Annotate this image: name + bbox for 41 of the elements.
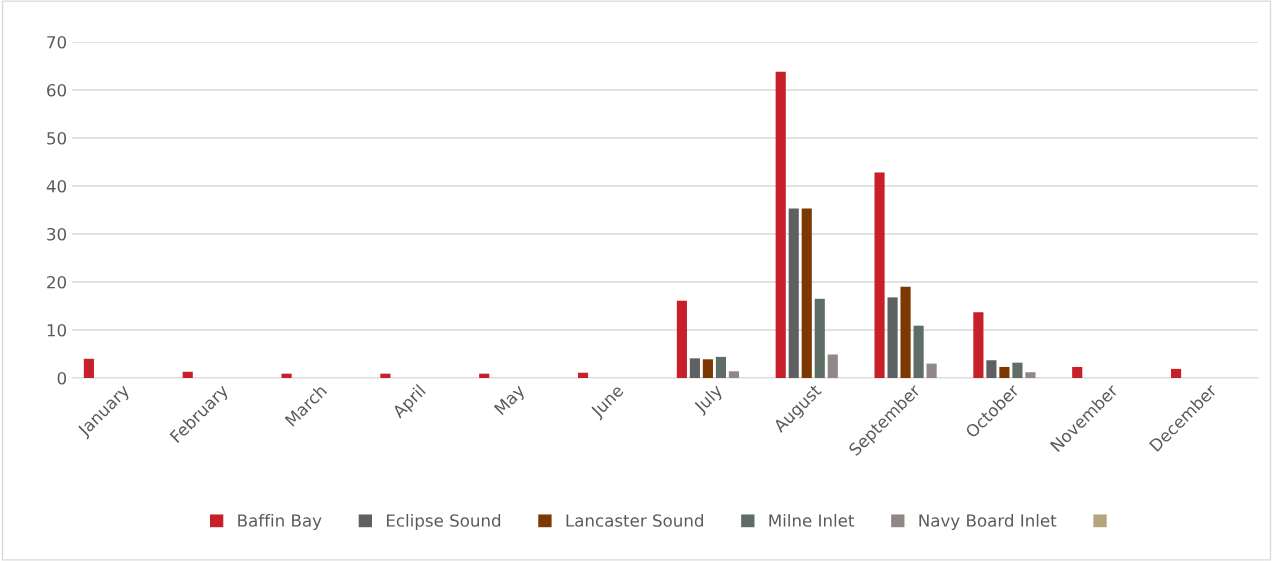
- y-tick-label: 70: [47, 35, 67, 49]
- bar: [900, 286, 911, 378]
- bar: [1012, 362, 1023, 378]
- bar: [999, 366, 1010, 378]
- y-tick-label: 20: [47, 275, 67, 289]
- bar: [775, 71, 786, 378]
- bar: [689, 358, 700, 378]
- bar: [913, 325, 924, 378]
- bar: [874, 172, 885, 378]
- y-tick-label: 40: [46, 179, 67, 193]
- y-tick-label: 50: [47, 131, 67, 145]
- bar: [986, 360, 997, 378]
- y-tick-label: 60: [47, 83, 67, 97]
- bar: [479, 373, 490, 378]
- bar: [577, 372, 589, 378]
- legend-label: Baffin Bay: [238, 513, 322, 531]
- bar: [281, 373, 292, 378]
- y-tick-label: 0: [57, 371, 67, 385]
- legend-label: Lancaster Sound: [566, 513, 703, 527]
- bar: [380, 373, 391, 378]
- bar: [1072, 366, 1083, 378]
- bar: [715, 356, 726, 378]
- bar: [973, 312, 984, 378]
- bar: [728, 371, 740, 378]
- legend-label: Navy Board Inlet: [919, 513, 1057, 531]
- y-tick-label: 10: [47, 323, 67, 337]
- bar: [182, 371, 193, 378]
- bar: [83, 358, 94, 378]
- bar: [1170, 368, 1182, 378]
- bar: [788, 208, 799, 378]
- bar: [801, 208, 812, 378]
- bar: [702, 359, 713, 378]
- bar: [676, 300, 687, 378]
- legend-label: Milne Inlet: [769, 513, 855, 527]
- bar: [926, 363, 937, 378]
- y-tick-label: 30: [47, 227, 67, 241]
- legend-label: Eclipse Sound: [386, 513, 501, 531]
- bar: [1025, 372, 1036, 378]
- bar: [814, 298, 825, 378]
- bar: [887, 297, 898, 378]
- bar: [827, 354, 838, 378]
